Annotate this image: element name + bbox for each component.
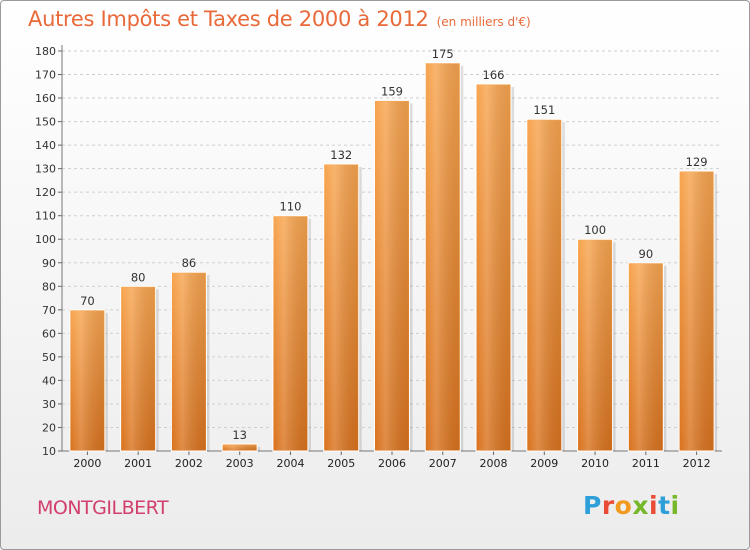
y-tick-label: 30 <box>42 398 56 411</box>
x-tick-label: 2006 <box>378 457 406 470</box>
bar-highlight <box>578 240 612 450</box>
x-tick-label: 2002 <box>175 457 203 470</box>
bar-value-label: 110 <box>279 200 301 214</box>
logo-letter: r <box>601 491 615 520</box>
bar-value-label: 175 <box>432 47 454 61</box>
x-tick-label: 2009 <box>530 457 558 470</box>
y-tick-label: 180 <box>35 45 56 58</box>
bar-highlight <box>121 287 155 450</box>
bar-value-label: 13 <box>232 428 247 442</box>
bar-highlight <box>70 310 104 450</box>
y-tick-label: 40 <box>42 374 56 387</box>
logo-letter: i <box>670 491 680 520</box>
x-tick-label: 2007 <box>429 457 457 470</box>
chart-subtitle: (en milliers d'€) <box>436 15 531 29</box>
x-tick-label: 2001 <box>124 457 152 470</box>
y-tick-label: 10 <box>42 445 56 458</box>
title-line: Autres Impôts et Taxes de 2000 à 2012 (en… <box>28 7 531 31</box>
logo-letter: i <box>649 491 659 520</box>
logo-letter: x <box>632 491 649 520</box>
x-tick-label: 2010 <box>581 457 609 470</box>
y-tick-label: 110 <box>35 210 56 223</box>
y-tick-label: 60 <box>42 327 56 340</box>
bar-value-label: 159 <box>381 84 403 98</box>
bar-value-label: 86 <box>182 256 197 270</box>
y-tick-label: 70 <box>42 304 56 317</box>
proxiti-logo: Proxiti <box>583 491 680 520</box>
x-tick-label: 2005 <box>327 457 355 470</box>
bar-highlight <box>629 263 663 450</box>
bar-highlight <box>223 444 257 450</box>
x-tick-label: 2000 <box>73 457 101 470</box>
bar-highlight <box>375 101 409 450</box>
bar-value-label: 90 <box>639 247 654 261</box>
logo-letter: t <box>658 491 671 520</box>
bar-value-label: 132 <box>330 148 352 162</box>
bar-highlight <box>477 84 511 451</box>
bar-value-label: 80 <box>131 270 146 284</box>
bar-highlight <box>680 172 714 450</box>
bar-value-label: 129 <box>686 155 708 169</box>
x-tick-label: 2011 <box>632 457 660 470</box>
bar-highlight <box>426 63 460 450</box>
bar-value-label: 100 <box>584 223 606 237</box>
bar-highlight <box>324 164 358 451</box>
bar-value-label: 151 <box>533 103 555 117</box>
y-tick-label: 50 <box>42 351 56 364</box>
y-tick-label: 170 <box>35 69 56 82</box>
bar-highlight <box>527 120 561 450</box>
y-tick-label: 100 <box>35 233 56 246</box>
x-tick-label: 2003 <box>226 457 254 470</box>
bar-value-label: 70 <box>80 294 95 308</box>
y-tick-label: 150 <box>35 116 56 129</box>
y-tick-label: 160 <box>35 92 56 105</box>
y-tick-label: 20 <box>42 421 56 434</box>
y-tick-label: 140 <box>35 139 56 152</box>
x-tick-label: 2004 <box>276 457 304 470</box>
logo-letter: o <box>614 491 633 520</box>
city-name: MONTGILBERT <box>37 497 169 519</box>
x-tick-label: 2008 <box>480 457 508 470</box>
y-tick-label: 130 <box>35 163 56 176</box>
logo-letter: P <box>583 491 602 520</box>
x-tick-label: 2012 <box>683 457 711 470</box>
bar-highlight <box>273 216 307 450</box>
y-tick-label: 120 <box>35 186 56 199</box>
bar-value-label: 166 <box>483 68 505 82</box>
y-tick-label: 90 <box>42 257 56 270</box>
y-tick-label: 80 <box>42 280 56 293</box>
bar-highlight <box>172 273 206 450</box>
chart-title: Autres Impôts et Taxes de 2000 à 2012 <box>28 7 429 31</box>
